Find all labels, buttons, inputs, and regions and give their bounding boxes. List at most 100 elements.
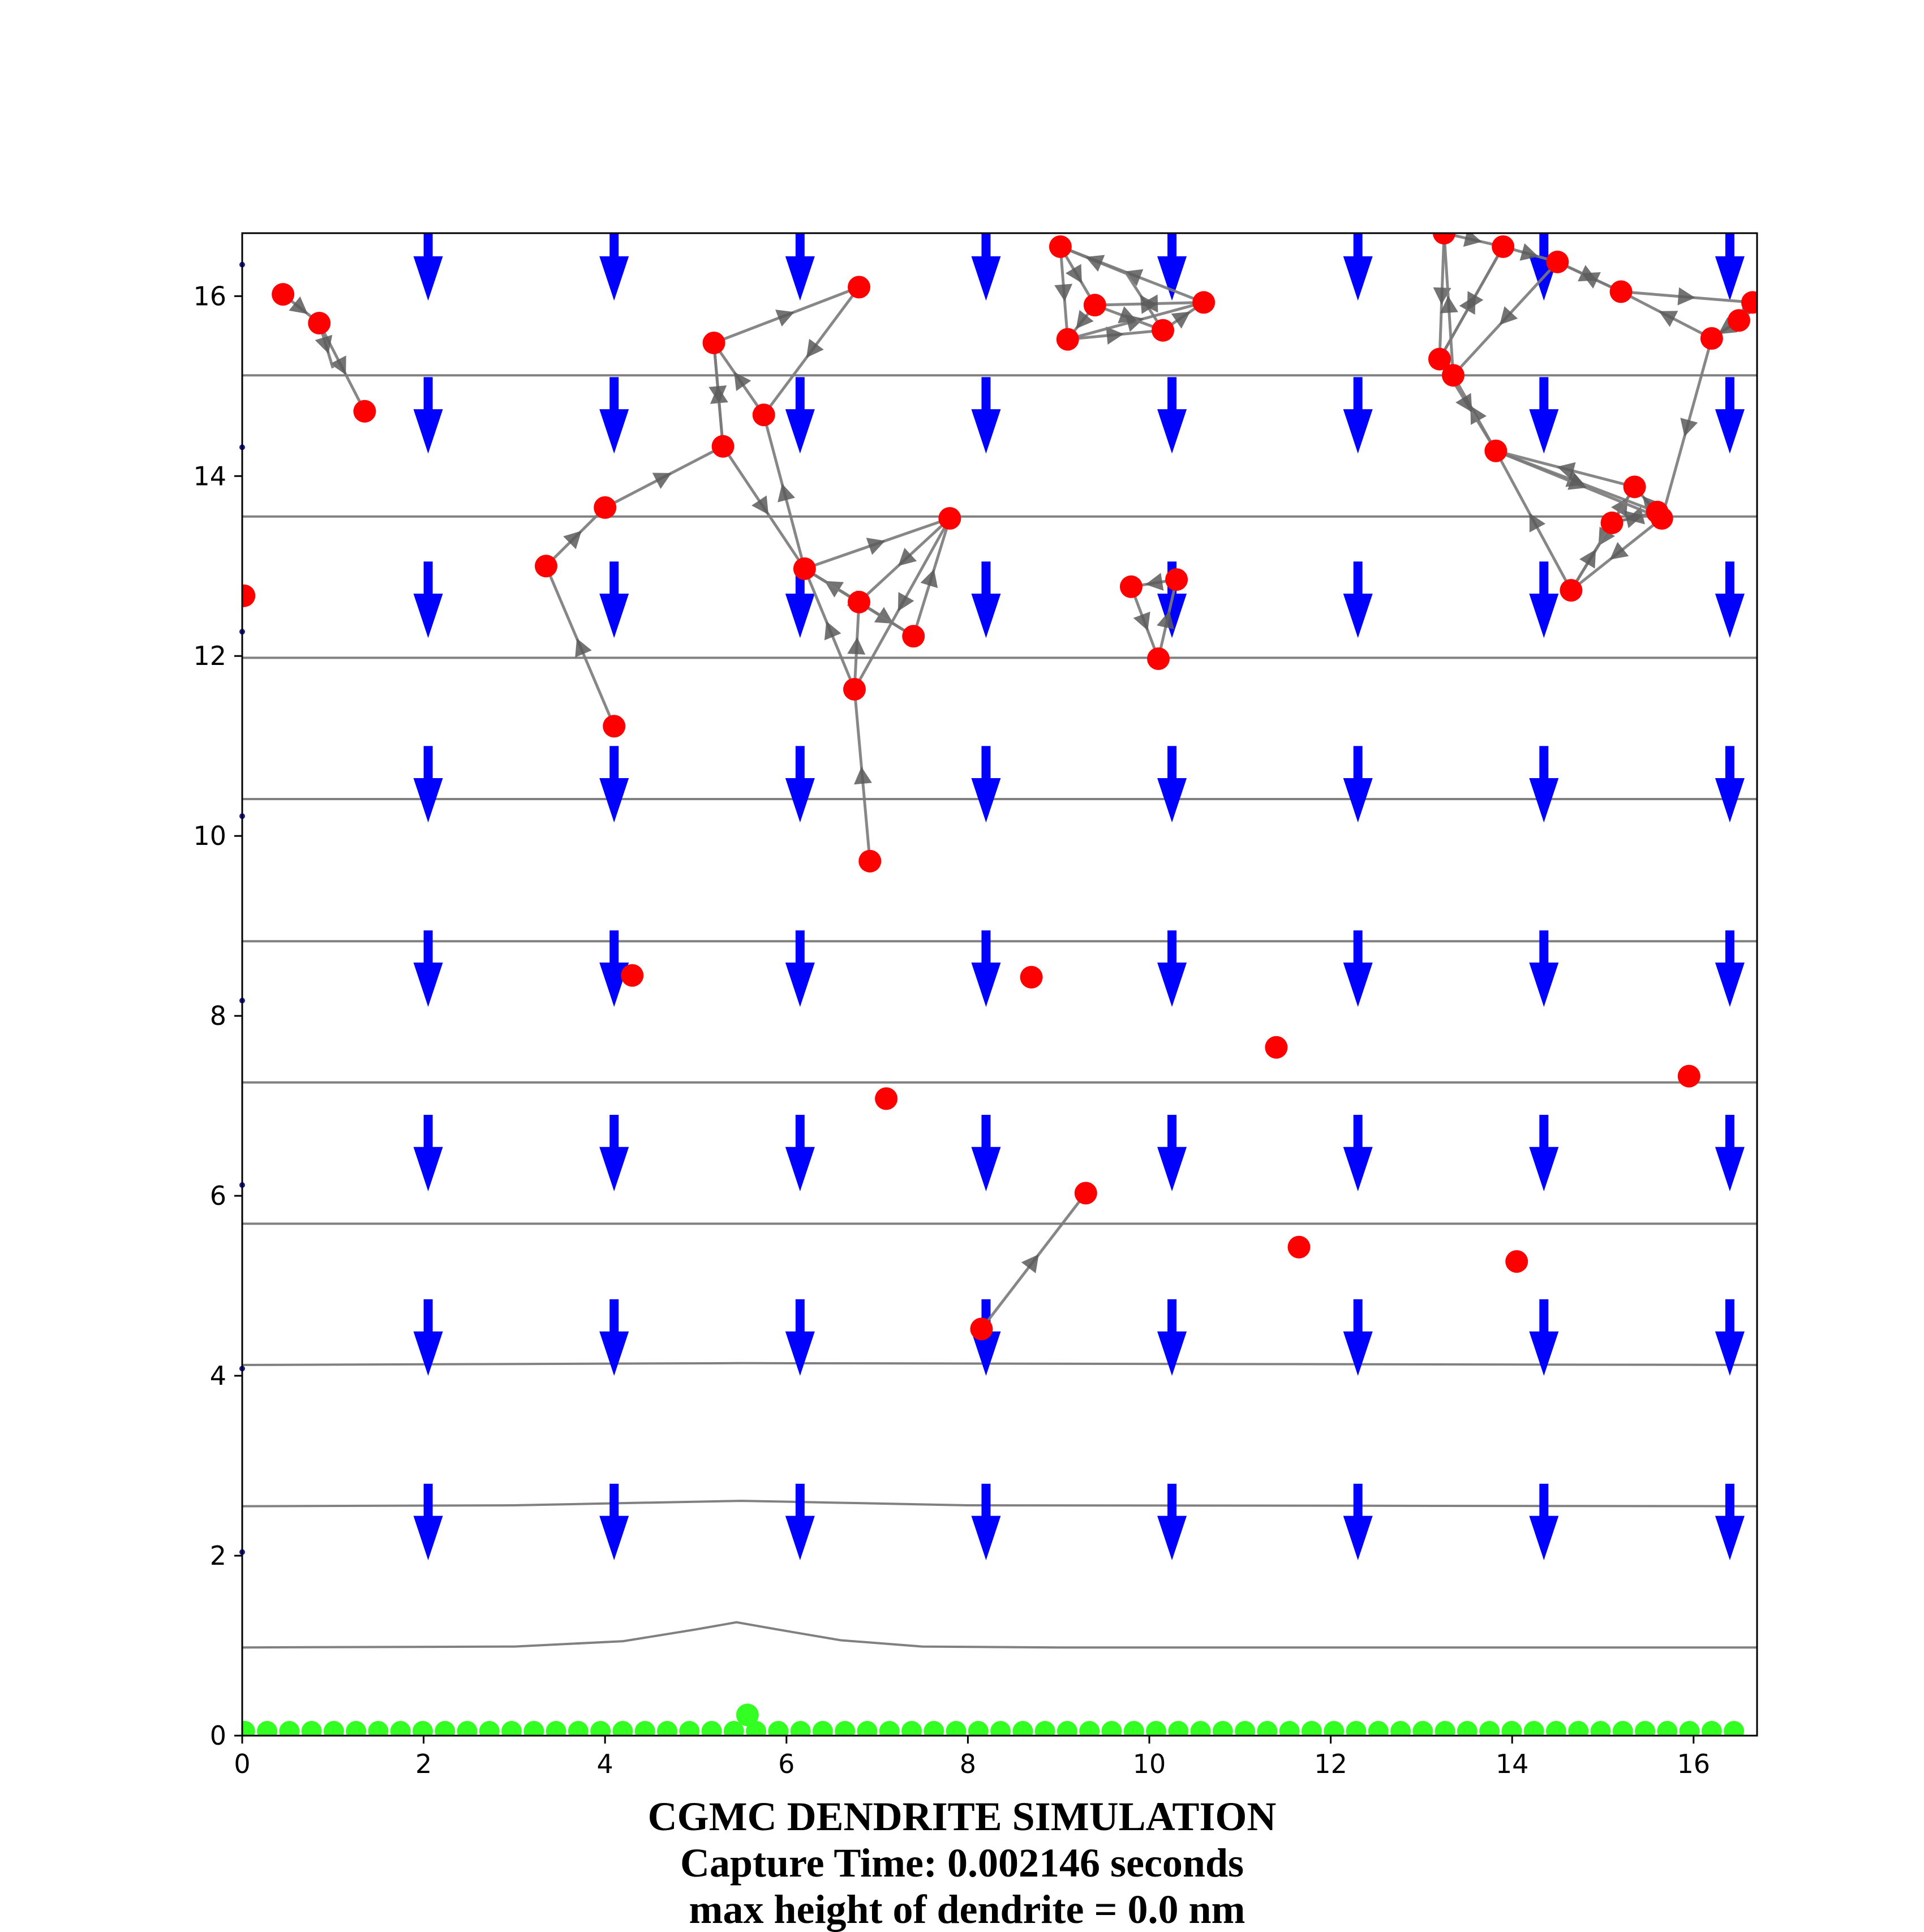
field-arrow: [971, 233, 1001, 301]
field-arrow: [1157, 1483, 1187, 1560]
field-arrow: [1343, 746, 1373, 823]
dendrite-point: [768, 1721, 789, 1736]
particle-point: [1287, 1235, 1311, 1259]
path-arrowhead: [1455, 393, 1472, 413]
field-arrow: [413, 377, 443, 454]
dendrite-point: [1079, 1721, 1100, 1736]
x-tick-label: 14: [1496, 1749, 1529, 1779]
particle-point: [1700, 327, 1723, 350]
field-arrow: [785, 746, 815, 823]
field-arrow: [1529, 377, 1559, 454]
path-arrowhead: [1157, 611, 1175, 630]
field-arrow: [971, 930, 1001, 1007]
y-tick-label: 10: [193, 821, 226, 851]
plot-frame: [241, 232, 1758, 1737]
field-arrow: [1343, 1115, 1373, 1192]
path-arrowhead: [1659, 311, 1678, 327]
particle-point: [848, 276, 871, 299]
field-arrow: [599, 1299, 629, 1376]
dendrite-point: [457, 1721, 478, 1736]
field-arrow: [971, 1483, 1001, 1560]
field-arrow: [1715, 377, 1745, 454]
field-arrow: [1529, 930, 1559, 1007]
field-arrow: [599, 930, 629, 1007]
dendrite-point: [523, 1721, 544, 1736]
field-arrow: [1157, 233, 1187, 301]
field-arrow: [1529, 1299, 1559, 1376]
field-arrow: [413, 1115, 443, 1192]
max-height-caption: max height of dendrite = 0.0 nm: [678, 1887, 1246, 1932]
dendrite: [242, 1703, 1745, 1736]
field-arrow: [1715, 746, 1745, 823]
field-arrow: [1343, 377, 1373, 454]
particle-point: [353, 400, 376, 423]
dendrite-point: [590, 1721, 611, 1736]
field-arrow: [413, 561, 443, 638]
contour-line-3: [242, 1362, 1757, 1366]
dendrite-point: [1679, 1721, 1700, 1736]
path-arrowhead: [1021, 1254, 1039, 1274]
dendrite-point: [301, 1721, 322, 1736]
particle-point: [1505, 1250, 1528, 1273]
y-tick-label: 6: [210, 1180, 226, 1211]
particle-point: [621, 964, 644, 987]
y-tick-label: 2: [210, 1540, 226, 1571]
path-arrowhead: [751, 495, 769, 515]
particle-point: [1492, 235, 1515, 258]
dendrite-point: [1635, 1721, 1656, 1736]
field-arrow: [1343, 561, 1373, 638]
path-arrowhead: [1609, 542, 1629, 560]
particle-point: [848, 590, 871, 613]
field-arrow: [413, 1299, 443, 1376]
dendrite-point: [479, 1721, 500, 1736]
x-tick-label: 2: [415, 1749, 432, 1779]
field-arrow: [599, 746, 629, 823]
dendrite-point: [612, 1721, 633, 1736]
dendrite-point: [1301, 1721, 1322, 1736]
dendrite-point: [1479, 1721, 1500, 1736]
x-tick-label: 12: [1314, 1749, 1347, 1779]
path-arrowhead: [1440, 295, 1458, 314]
particle-point: [938, 506, 961, 530]
particle-point: [1441, 364, 1465, 387]
path-arrowhead: [1076, 310, 1094, 329]
path-arrowhead: [1085, 255, 1105, 272]
path-arrowhead: [847, 637, 866, 655]
particle-point: [1600, 511, 1624, 534]
field-arrow: [1157, 377, 1187, 454]
dendrite-point: [568, 1721, 589, 1736]
field-arrow: [413, 746, 443, 823]
path-arrowhead: [734, 372, 751, 391]
dendrite-point: [1390, 1721, 1411, 1736]
particle-point: [702, 331, 725, 354]
dendrite-point: [1346, 1721, 1367, 1736]
dendrite-point: [1057, 1721, 1077, 1736]
dendrite-point: [1212, 1721, 1233, 1736]
particle-point: [1020, 965, 1043, 989]
path-arrowhead: [854, 766, 872, 785]
dendrite-point: [1523, 1721, 1544, 1736]
chart-title: CGMC DENDRITE SIMULATION: [647, 1794, 1277, 1839]
particle-point: [1727, 309, 1750, 332]
field-arrows: [413, 233, 1745, 1560]
particle-point: [1192, 291, 1216, 314]
path-arrowhead: [1567, 473, 1587, 490]
x-tick-label: 8: [960, 1749, 976, 1779]
y-tick-label: 14: [193, 461, 226, 491]
contour-line-1: [242, 1621, 1757, 1649]
field-arrow: [785, 1299, 815, 1376]
path-arrowhead: [806, 338, 824, 358]
field-arrow: [785, 930, 815, 1007]
dendrite-point: [346, 1721, 367, 1736]
particle-point: [1623, 475, 1646, 499]
field-arrow: [413, 233, 443, 301]
path-arrowhead: [575, 638, 592, 658]
path-arrowhead: [1500, 306, 1518, 325]
path-arrowhead: [1624, 510, 1643, 529]
field-arrow: [1529, 561, 1559, 638]
contour-line-2: [242, 1500, 1757, 1508]
particle-point: [843, 678, 866, 701]
path-arrowhead: [1124, 269, 1144, 286]
particle-point: [902, 625, 925, 648]
dendrite-point: [723, 1721, 744, 1736]
